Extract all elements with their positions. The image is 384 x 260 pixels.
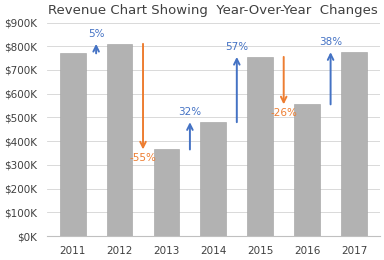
Bar [60,53,86,236]
Text: -26%: -26% [270,108,297,118]
Title: Revenue Chart Showing  Year-Over-Year  Changes: Revenue Chart Showing Year-Over-Year Cha… [48,4,378,17]
Text: -55%: -55% [129,153,156,163]
Bar [294,104,320,236]
Text: 57%: 57% [225,42,248,52]
Bar [107,44,132,236]
Text: 38%: 38% [319,37,342,47]
Bar [154,150,179,236]
Text: 5%: 5% [88,29,104,39]
Bar [200,122,226,236]
Bar [247,57,273,236]
Text: 32%: 32% [178,107,202,117]
Bar [341,52,367,236]
